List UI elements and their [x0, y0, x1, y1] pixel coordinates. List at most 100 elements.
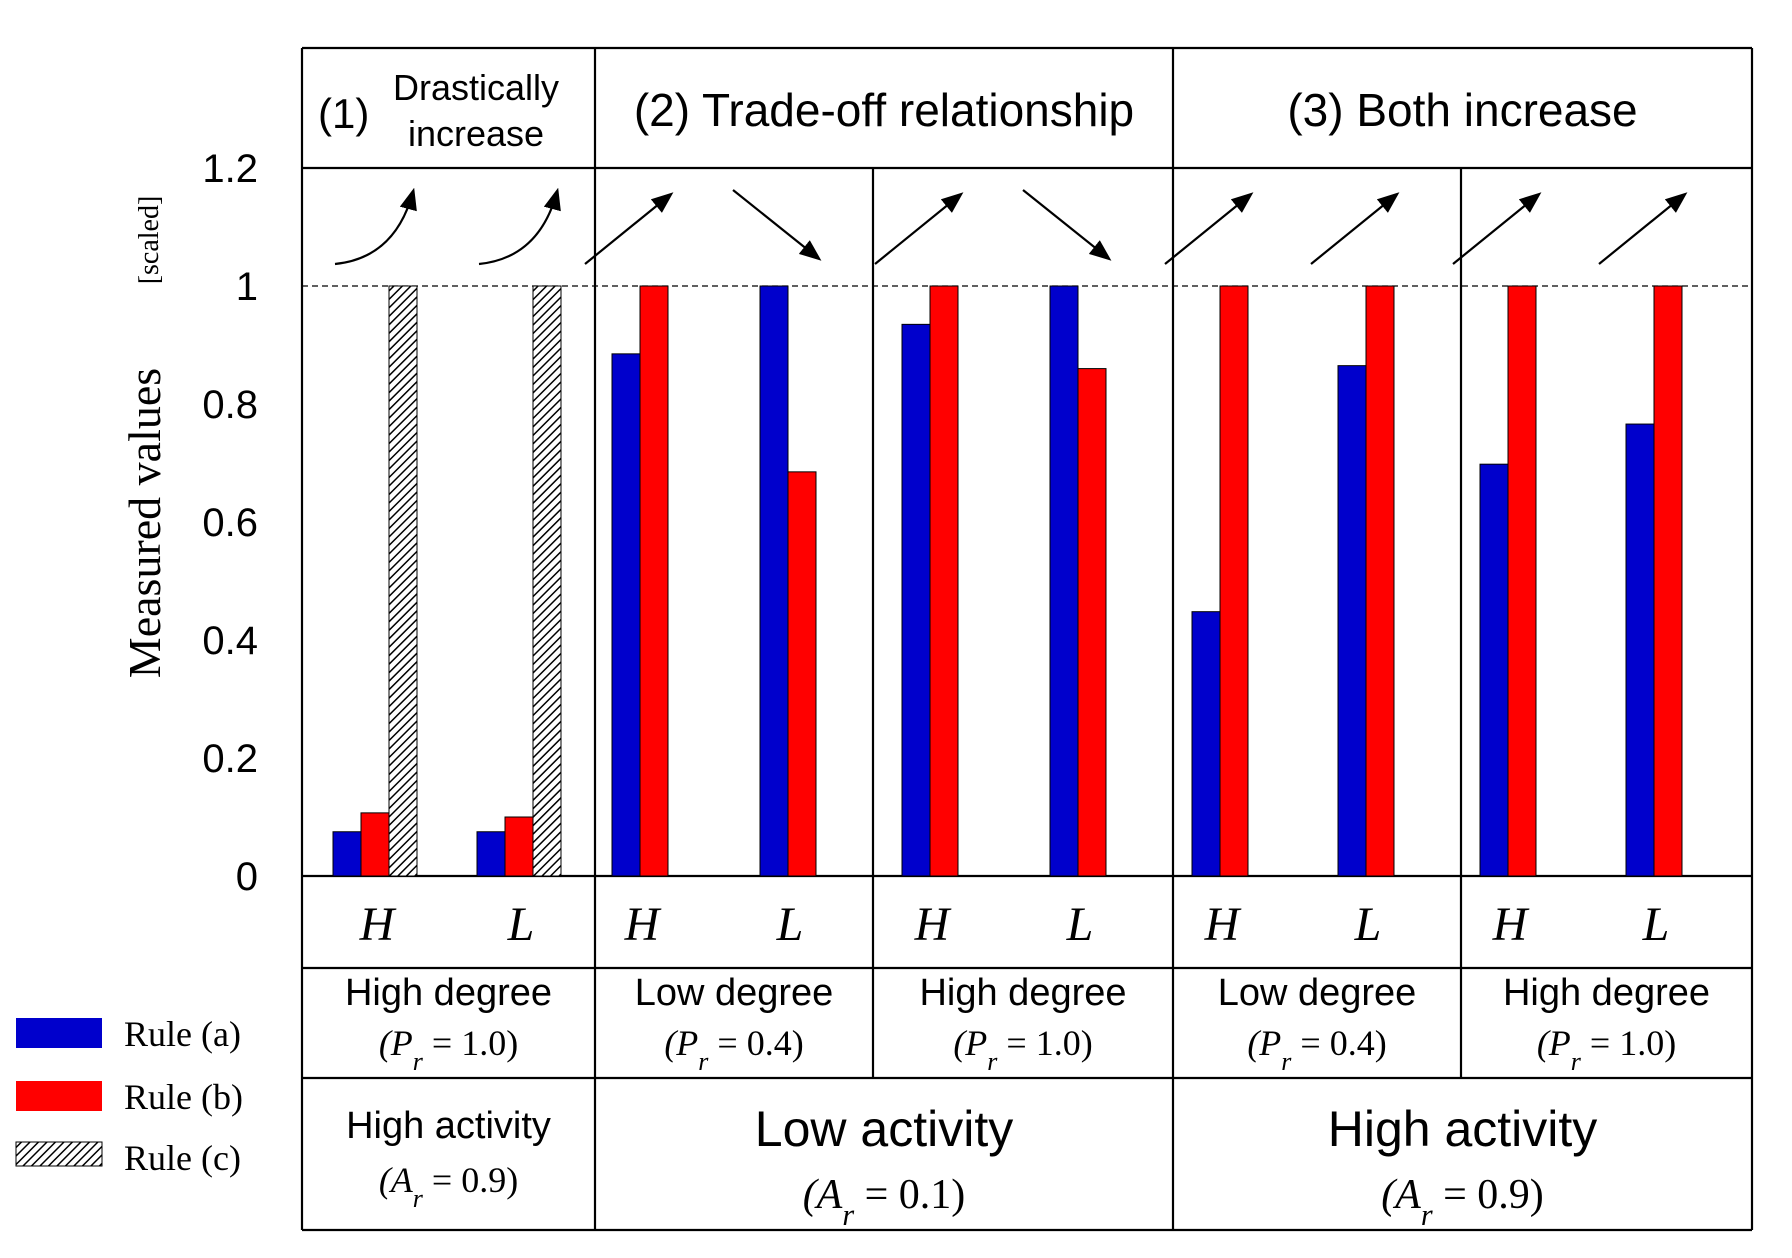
- grid-lines: [300, 46, 1754, 1232]
- degree-param: (Pr = 1.0): [953, 1023, 1092, 1076]
- degree-param-part: = 1.0): [997, 1023, 1092, 1063]
- degree-param-part: (P: [1537, 1023, 1571, 1063]
- bar-2-H-b: [639, 285, 669, 877]
- activity-param-part: (A: [379, 1160, 414, 1200]
- bar-1-L-a: [476, 831, 506, 877]
- section-header-1-line2: increase: [408, 113, 544, 154]
- degree-param: (Pr = 0.4): [664, 1023, 803, 1076]
- trend-arrow-curve: [478, 187, 561, 266]
- section-header-3: (3) Both increase: [1287, 84, 1637, 136]
- legend-label: Rule (c): [124, 1138, 241, 1178]
- activity-param-part: = 0.9): [423, 1160, 518, 1200]
- degree-param-part: r: [1281, 1047, 1292, 1076]
- bar-3-L-a: [1049, 285, 1079, 877]
- degree-param-part: r: [413, 1047, 424, 1076]
- bars: [332, 285, 1683, 877]
- y-tick-label: 0.8: [202, 383, 258, 427]
- degree-param-part: = 1.0): [423, 1023, 518, 1063]
- category-label-H: H: [914, 898, 952, 951]
- bar-1-H-b: [360, 812, 390, 877]
- degree-param-part: r: [698, 1047, 709, 1076]
- category-label-L: L: [1354, 898, 1382, 951]
- activity-param: (Ar = 0.9): [379, 1160, 518, 1213]
- activity-param: (Ar = 0.9): [1381, 1172, 1544, 1232]
- bar-1-L-b: [504, 816, 534, 877]
- bar-4-L-b: [1365, 285, 1395, 877]
- degree-param-part: (P: [1247, 1023, 1281, 1063]
- degree-param: (Pr = 0.4): [1247, 1023, 1386, 1076]
- legend-label: Rule (a): [124, 1014, 241, 1054]
- degree-label: High degree: [919, 972, 1126, 1014]
- trend-arrows: [334, 187, 1688, 266]
- activity-label: High activity: [346, 1105, 551, 1147]
- category-label-L: L: [776, 898, 804, 951]
- category-label-H: H: [1492, 898, 1530, 951]
- bar-5-H-a: [1479, 463, 1509, 877]
- degree-param: (Pr = 1.0): [1537, 1023, 1676, 1076]
- degree-param: (Pr = 1.0): [379, 1023, 518, 1076]
- trend-arrow-up: [1310, 192, 1400, 265]
- bar-4-H-b: [1219, 285, 1249, 877]
- activity-param-part: (A: [1381, 1172, 1421, 1218]
- trend-arrow-down: [732, 189, 822, 261]
- y-tick-label: 1: [236, 265, 258, 309]
- category-label-L: L: [1066, 898, 1094, 951]
- category-label-L: L: [1642, 898, 1670, 951]
- activity-param-part: r: [413, 1184, 424, 1213]
- legend-swatch-3: [15, 1141, 103, 1167]
- degree-param-part: (P: [953, 1023, 987, 1063]
- bar-2-L-b: [787, 471, 817, 877]
- degree-param-part: = 0.4): [708, 1023, 803, 1063]
- bar-4-L-a: [1337, 365, 1367, 877]
- activity-param-part: r: [1421, 1198, 1433, 1232]
- section-header-1: (1): [318, 90, 369, 137]
- bar-5-L-b: [1653, 285, 1683, 877]
- y-tick-label: 0.6: [202, 501, 258, 545]
- y-tick-label: 0.4: [202, 619, 258, 663]
- activity-param-part: = 0.9): [1433, 1172, 1544, 1218]
- degree-label: High degree: [1503, 972, 1710, 1014]
- category-label-H: H: [624, 898, 662, 951]
- degree-param-part: r: [987, 1047, 998, 1076]
- degree-param-part: r: [1571, 1047, 1582, 1076]
- category-label-H: H: [1204, 898, 1242, 951]
- trend-arrow-up: [1452, 192, 1542, 265]
- bar-5-L-a: [1625, 423, 1655, 877]
- degree-param-part: = 0.4): [1291, 1023, 1386, 1063]
- trend-arrow-up: [874, 192, 964, 265]
- section-header-2: (2) Trade-off relationship: [634, 84, 1134, 136]
- bar-5-H-b: [1507, 285, 1537, 877]
- activity-label: Low activity: [755, 1101, 1013, 1157]
- activity-param-part: r: [842, 1198, 854, 1232]
- degree-param-part: = 1.0): [1581, 1023, 1676, 1063]
- degree-label: High degree: [345, 972, 552, 1014]
- bar-1-H-a: [332, 831, 362, 877]
- activity-param: (Ar = 0.1): [803, 1172, 966, 1232]
- legend-swatch-2: [16, 1081, 102, 1111]
- category-label-L: L: [507, 898, 535, 951]
- trend-arrow-up: [1598, 192, 1688, 265]
- trend-arrow-up: [1164, 192, 1254, 265]
- degree-label: Low degree: [1218, 972, 1417, 1014]
- y-axis-label: Measured values: [119, 368, 170, 678]
- bar-1-H-c: [388, 285, 418, 877]
- bar-3-L-b: [1077, 368, 1107, 877]
- bar-4-H-a: [1191, 611, 1221, 877]
- bar-2-H-a: [611, 353, 641, 877]
- bar-3-H-a: [901, 323, 931, 877]
- labels: 0 0.2 0.4 0.6 0.8 1 1.2 Measured values [scaled]…: [119, 67, 1710, 1232]
- legend-label: Rule (b): [124, 1077, 243, 1117]
- bar-1-L-c: [532, 285, 562, 877]
- section-header-1-line1: Drastically: [393, 67, 559, 108]
- activity-label: High activity: [1328, 1101, 1598, 1157]
- degree-label: Low degree: [635, 972, 834, 1014]
- activity-param-part: (A: [803, 1172, 843, 1218]
- trend-arrow-up: [584, 192, 674, 265]
- bar-2-L-a: [759, 285, 789, 877]
- y-tick-label: 0.2: [202, 737, 258, 781]
- y-axis-unit: [scaled]: [134, 196, 165, 285]
- degree-param-part: (P: [664, 1023, 698, 1063]
- y-tick-label: 0: [236, 855, 258, 899]
- category-label-H: H: [359, 898, 397, 951]
